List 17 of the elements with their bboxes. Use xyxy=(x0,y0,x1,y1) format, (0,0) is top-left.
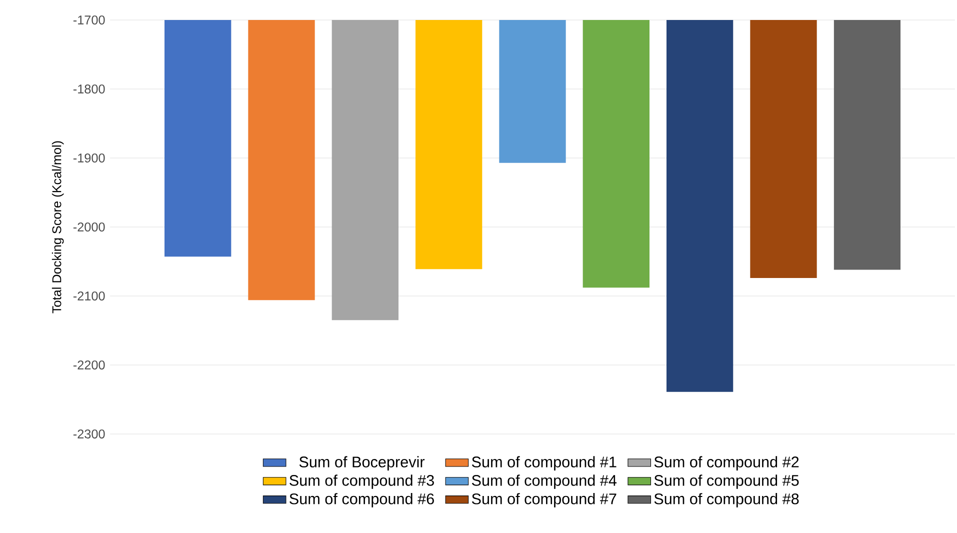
legend-label: Sum of compound #3 xyxy=(290,474,434,489)
legend-label: Sum of compound #5 xyxy=(654,474,799,489)
legend-label: Sum of compound #6 xyxy=(290,493,434,508)
y-tick-label: -2100 xyxy=(73,292,105,300)
y-tick-label: -2300 xyxy=(73,430,105,438)
y-tick-label: -2200 xyxy=(73,360,105,370)
legend-label: Sum of compound #8 xyxy=(654,493,799,508)
y-tick-label: -1900 xyxy=(73,154,105,162)
legend-label: Sum of compound #1 xyxy=(472,456,616,470)
legend-label: Sum of compound #4 xyxy=(472,474,617,489)
y-tick-label: -1800 xyxy=(73,84,105,94)
y-tick-label: -2000 xyxy=(73,222,105,232)
legend-label: Sum of compound #7 xyxy=(472,493,616,508)
legend-label: Sum of Boceprevir xyxy=(299,456,425,470)
y-tick-label: -1700 xyxy=(73,16,105,24)
y-axis-title: Total Docking Score (Kcal/mol) xyxy=(52,141,64,314)
legend-label: Sum of compound #2 xyxy=(654,456,799,470)
